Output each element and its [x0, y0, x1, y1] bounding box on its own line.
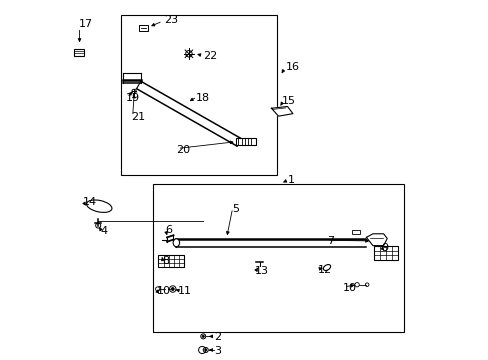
Text: 10: 10	[157, 286, 171, 296]
Circle shape	[325, 267, 328, 270]
Bar	[153, 184, 403, 332]
Text: 14: 14	[82, 197, 96, 207]
Bar	[158, 255, 184, 267]
Text: 19: 19	[126, 93, 140, 103]
Bar	[139, 25, 147, 31]
Text: 21: 21	[131, 112, 145, 122]
Ellipse shape	[173, 239, 179, 247]
Text: 20: 20	[176, 144, 190, 154]
Bar	[351, 230, 359, 234]
Text: 5: 5	[231, 204, 239, 214]
Text: 12: 12	[317, 265, 331, 275]
Text: 10: 10	[343, 283, 356, 293]
Text: 23: 23	[163, 15, 178, 26]
Bar	[373, 246, 397, 260]
Text: 6: 6	[164, 225, 172, 235]
Circle shape	[204, 349, 206, 351]
Text: 7: 7	[326, 236, 333, 246]
Bar	[121, 15, 276, 175]
Bar	[236, 138, 255, 145]
Text: 11: 11	[178, 286, 192, 296]
Text: 1: 1	[287, 175, 294, 185]
Bar	[74, 49, 83, 56]
Text: 9: 9	[380, 243, 387, 253]
Text: 13: 13	[255, 266, 269, 276]
Text: 3: 3	[214, 346, 221, 356]
Circle shape	[171, 288, 174, 291]
Ellipse shape	[323, 265, 330, 270]
Text: 16: 16	[285, 62, 299, 72]
Polygon shape	[271, 107, 292, 116]
Polygon shape	[366, 234, 386, 246]
Text: 4: 4	[100, 226, 107, 236]
Text: 22: 22	[203, 51, 217, 61]
Text: 2: 2	[214, 332, 221, 342]
Circle shape	[202, 335, 204, 337]
Text: 15: 15	[282, 96, 296, 106]
Text: 18: 18	[196, 93, 210, 103]
Text: 17: 17	[79, 19, 93, 29]
Ellipse shape	[86, 200, 112, 212]
Text: 8: 8	[162, 256, 169, 266]
